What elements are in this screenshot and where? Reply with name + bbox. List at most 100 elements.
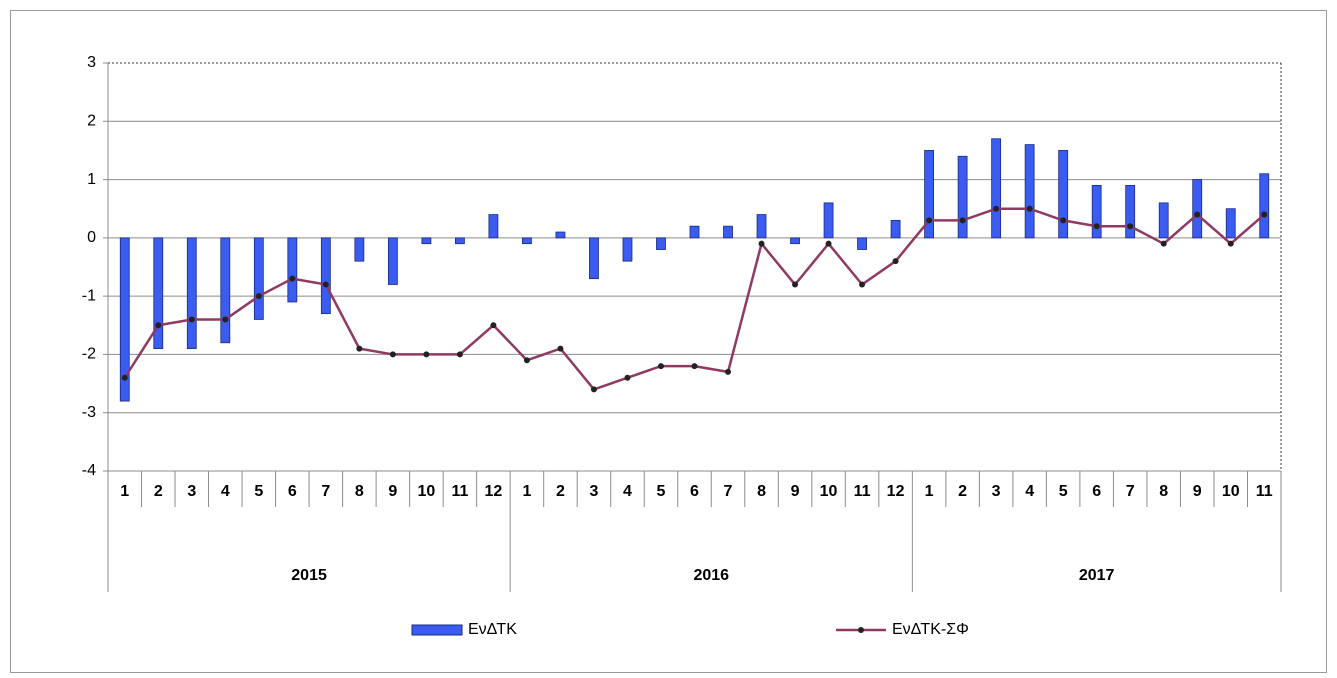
marker	[892, 258, 899, 265]
bar	[421, 237, 432, 245]
bar	[153, 237, 164, 350]
group-label: 2017	[1079, 567, 1115, 584]
marker	[490, 322, 497, 329]
bar	[1192, 179, 1203, 239]
marker	[926, 217, 933, 224]
marker	[1261, 211, 1268, 218]
x-tick-label: 4	[221, 483, 230, 500]
x-tick-label: 4	[1025, 483, 1034, 500]
x-tick-label: 8	[757, 483, 766, 500]
marker	[222, 316, 229, 323]
marker	[993, 205, 1000, 212]
y-tick-label: 2	[87, 113, 96, 130]
x-tick-label: 11	[451, 483, 468, 500]
x-tick-label: 9	[1193, 483, 1202, 500]
bar	[253, 237, 264, 320]
x-tick-label: 8	[1159, 483, 1168, 500]
marker	[188, 316, 195, 323]
x-tick-label: 2	[958, 483, 967, 500]
y-tick-label: -3	[82, 404, 96, 421]
bar	[220, 237, 231, 344]
bar	[589, 237, 599, 280]
bar	[119, 237, 130, 402]
x-tick-label: 12	[887, 483, 905, 500]
x-tick-label: 6	[288, 483, 297, 500]
marker	[959, 217, 966, 224]
marker	[423, 351, 430, 358]
x-tick-label: 1	[120, 483, 129, 500]
marker	[792, 281, 799, 288]
marker	[289, 275, 296, 282]
x-tick-label: 10	[417, 483, 435, 500]
x-tick-label: 2	[556, 483, 565, 500]
y-tick-label: 1	[87, 171, 96, 188]
bar	[1091, 184, 1102, 239]
marker	[691, 363, 698, 370]
y-tick-label: 3	[87, 54, 96, 71]
x-tick-label: 11	[1256, 483, 1273, 500]
bar	[957, 155, 968, 239]
marker	[523, 357, 530, 364]
marker	[1160, 240, 1167, 247]
x-tick-label: 5	[657, 483, 666, 500]
bar	[622, 237, 633, 262]
group-label: 2016	[693, 567, 729, 584]
bar	[522, 237, 532, 245]
bar	[1259, 173, 1270, 239]
marker	[155, 322, 162, 329]
legend-swatch	[411, 624, 463, 636]
x-tick-label: 11	[854, 483, 871, 500]
bar	[287, 237, 298, 303]
x-tick-label: 4	[623, 483, 632, 500]
legend-label: ΕνΔΤΚ-ΣΦ	[892, 621, 969, 638]
marker	[725, 368, 732, 375]
marker	[825, 240, 832, 247]
y-tick-label: -4	[82, 462, 96, 479]
bar	[1125, 184, 1136, 239]
bar	[555, 231, 566, 239]
x-tick-label: 5	[254, 483, 263, 500]
x-tick-label: 1	[522, 483, 531, 500]
bar	[723, 225, 733, 239]
x-tick-label: 8	[355, 483, 364, 500]
marker	[1026, 205, 1033, 212]
marker	[121, 374, 128, 381]
y-tick-label: -1	[82, 287, 96, 304]
x-tick-label: 10	[820, 483, 838, 500]
x-tick-label: 2	[154, 483, 163, 500]
chart-frame	[10, 10, 1327, 673]
y-tick-label: -2	[82, 346, 96, 363]
marker	[557, 345, 564, 352]
bar	[1225, 208, 1236, 239]
x-tick-label: 6	[690, 483, 699, 500]
marker	[1127, 223, 1134, 230]
x-tick-label: 7	[1126, 483, 1135, 500]
x-tick-label: 5	[1059, 483, 1068, 500]
bar	[1158, 202, 1169, 239]
marker	[255, 293, 262, 300]
x-tick-label: 7	[724, 483, 733, 500]
x-tick-label: 9	[388, 483, 397, 500]
bar	[1024, 144, 1035, 239]
marker	[624, 374, 631, 381]
marker	[657, 363, 664, 370]
x-tick-label: 10	[1222, 483, 1240, 500]
bar	[890, 219, 901, 239]
x-tick-label: 3	[187, 483, 196, 500]
marker	[322, 281, 329, 288]
bar	[991, 138, 1002, 239]
legend-label: ΕνΔΤΚ	[468, 621, 517, 638]
bar	[354, 237, 365, 262]
marker	[1194, 211, 1201, 218]
bar	[656, 237, 666, 250]
marker	[590, 386, 597, 393]
bar	[387, 237, 398, 285]
bar	[689, 225, 700, 239]
marker	[389, 351, 396, 358]
x-tick-label: 3	[992, 483, 1001, 500]
group-label: 2015	[291, 567, 327, 584]
marker	[758, 240, 765, 247]
x-tick-label: 3	[590, 483, 599, 500]
bar	[488, 214, 499, 239]
bar	[1058, 150, 1069, 239]
